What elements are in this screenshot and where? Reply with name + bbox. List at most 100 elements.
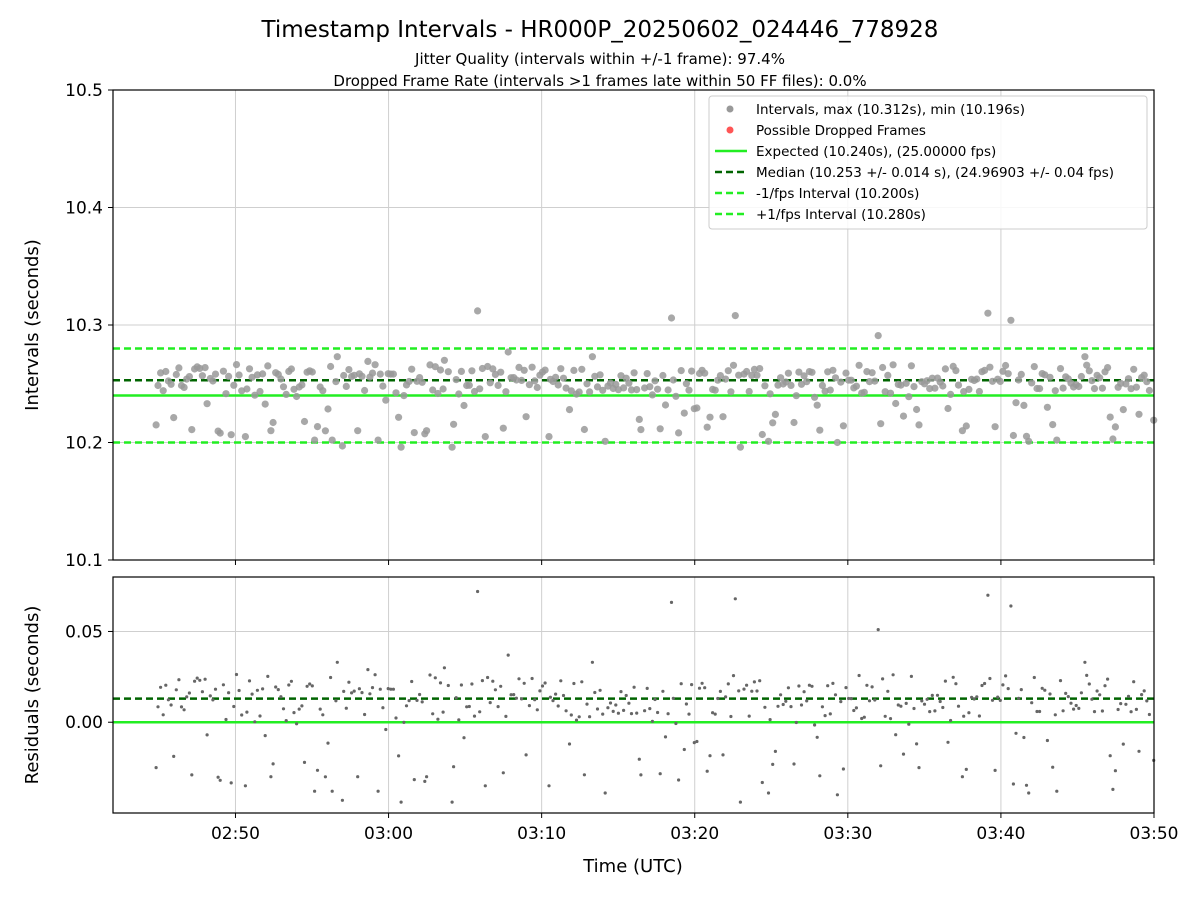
interval-point <box>601 437 609 445</box>
residual-point <box>588 715 592 719</box>
interval-point <box>1145 386 1153 395</box>
interval-point <box>777 374 785 382</box>
interval-point <box>219 367 227 375</box>
residual-point <box>716 696 720 701</box>
interval-point <box>1124 375 1133 383</box>
residual-point <box>213 687 218 691</box>
interval-point <box>321 427 329 435</box>
residual-point <box>572 681 576 686</box>
residual-point <box>423 779 427 784</box>
residual-point <box>975 695 979 699</box>
interval-point <box>842 369 850 377</box>
residual-point <box>370 686 375 690</box>
residual-point <box>263 734 267 738</box>
top-plot-y-ticks: 10.1 10.2 10.3 10.4 10.5 <box>65 81 113 571</box>
residual-point <box>606 706 610 710</box>
interval-point <box>300 417 309 426</box>
residual-point <box>402 720 406 725</box>
residual-point <box>917 766 921 770</box>
interval-point <box>382 396 390 404</box>
residual-point <box>784 699 788 703</box>
residual-point <box>907 722 911 726</box>
interval-point <box>1140 371 1148 379</box>
residual-point <box>899 704 903 708</box>
residual-point <box>356 775 360 779</box>
residual-point <box>1061 709 1065 713</box>
interval-point <box>790 418 798 427</box>
interval-point <box>418 378 426 386</box>
residual-point <box>154 766 158 770</box>
residual-point <box>1030 701 1034 705</box>
residual-point <box>569 713 573 717</box>
interval-point <box>800 372 808 380</box>
interval-point <box>803 378 811 386</box>
residual-point <box>310 684 314 688</box>
interval-point <box>1046 373 1054 381</box>
residual-point <box>1014 731 1018 735</box>
residual-point <box>760 780 764 785</box>
interval-point <box>680 409 688 417</box>
residual-point <box>1147 712 1151 717</box>
residual-point <box>1074 703 1078 708</box>
residual-point <box>245 710 249 714</box>
residual-point <box>1116 707 1120 712</box>
residual-point <box>450 800 454 804</box>
residual-point <box>318 707 322 711</box>
interval-point <box>489 365 497 373</box>
bottom-plot-grid <box>113 577 1155 813</box>
residual-point <box>300 704 304 708</box>
residual-point <box>1053 713 1057 717</box>
residual-point <box>619 690 623 694</box>
residual-point <box>879 764 883 768</box>
interval-point <box>855 361 863 369</box>
residual-point <box>941 705 945 710</box>
residual-point <box>496 705 500 709</box>
interval-point <box>520 366 528 374</box>
interval-point <box>434 389 442 398</box>
residual-point <box>738 800 743 804</box>
interval-point <box>455 390 463 398</box>
interval-point <box>486 379 494 387</box>
interval-point <box>452 376 460 384</box>
residual-point <box>229 781 233 785</box>
residual-point <box>1129 710 1133 714</box>
bottom-plot-ylabel: Residuals (seconds) <box>22 606 43 785</box>
interval-point <box>444 368 452 376</box>
interval-point <box>952 367 960 375</box>
interval-point <box>868 369 876 377</box>
interval-point <box>504 348 512 356</box>
residual-point <box>831 681 835 686</box>
residual-point <box>1035 709 1039 714</box>
interval-point <box>743 367 751 376</box>
residual-point <box>478 710 482 714</box>
x-tick-label: 03:30 <box>823 824 872 844</box>
residual-point <box>755 689 759 693</box>
residual-point <box>862 715 866 719</box>
residual-point <box>561 693 566 698</box>
interval-point <box>962 422 970 430</box>
residual-point <box>488 701 492 705</box>
interval-point <box>808 368 816 376</box>
residual-point <box>986 593 990 597</box>
interval-point <box>298 381 306 389</box>
interval-point <box>928 374 936 382</box>
residual-point <box>792 762 796 766</box>
interval-point <box>201 364 209 372</box>
interval-point <box>1098 384 1106 392</box>
interval-point <box>531 377 539 385</box>
interval-point <box>185 373 193 381</box>
residual-point <box>360 691 364 695</box>
residual-point <box>350 691 354 695</box>
interval-point <box>235 371 243 379</box>
residual-point <box>593 690 597 695</box>
residual-point <box>524 753 528 757</box>
residual-point <box>459 683 463 687</box>
residual-point <box>540 684 545 688</box>
interval-point <box>750 365 759 373</box>
interval-point <box>162 367 170 376</box>
interval-point <box>264 362 272 370</box>
residual-point <box>289 679 293 683</box>
bottom-plot-reference-lines <box>113 697 1154 724</box>
residual-point <box>724 695 728 699</box>
